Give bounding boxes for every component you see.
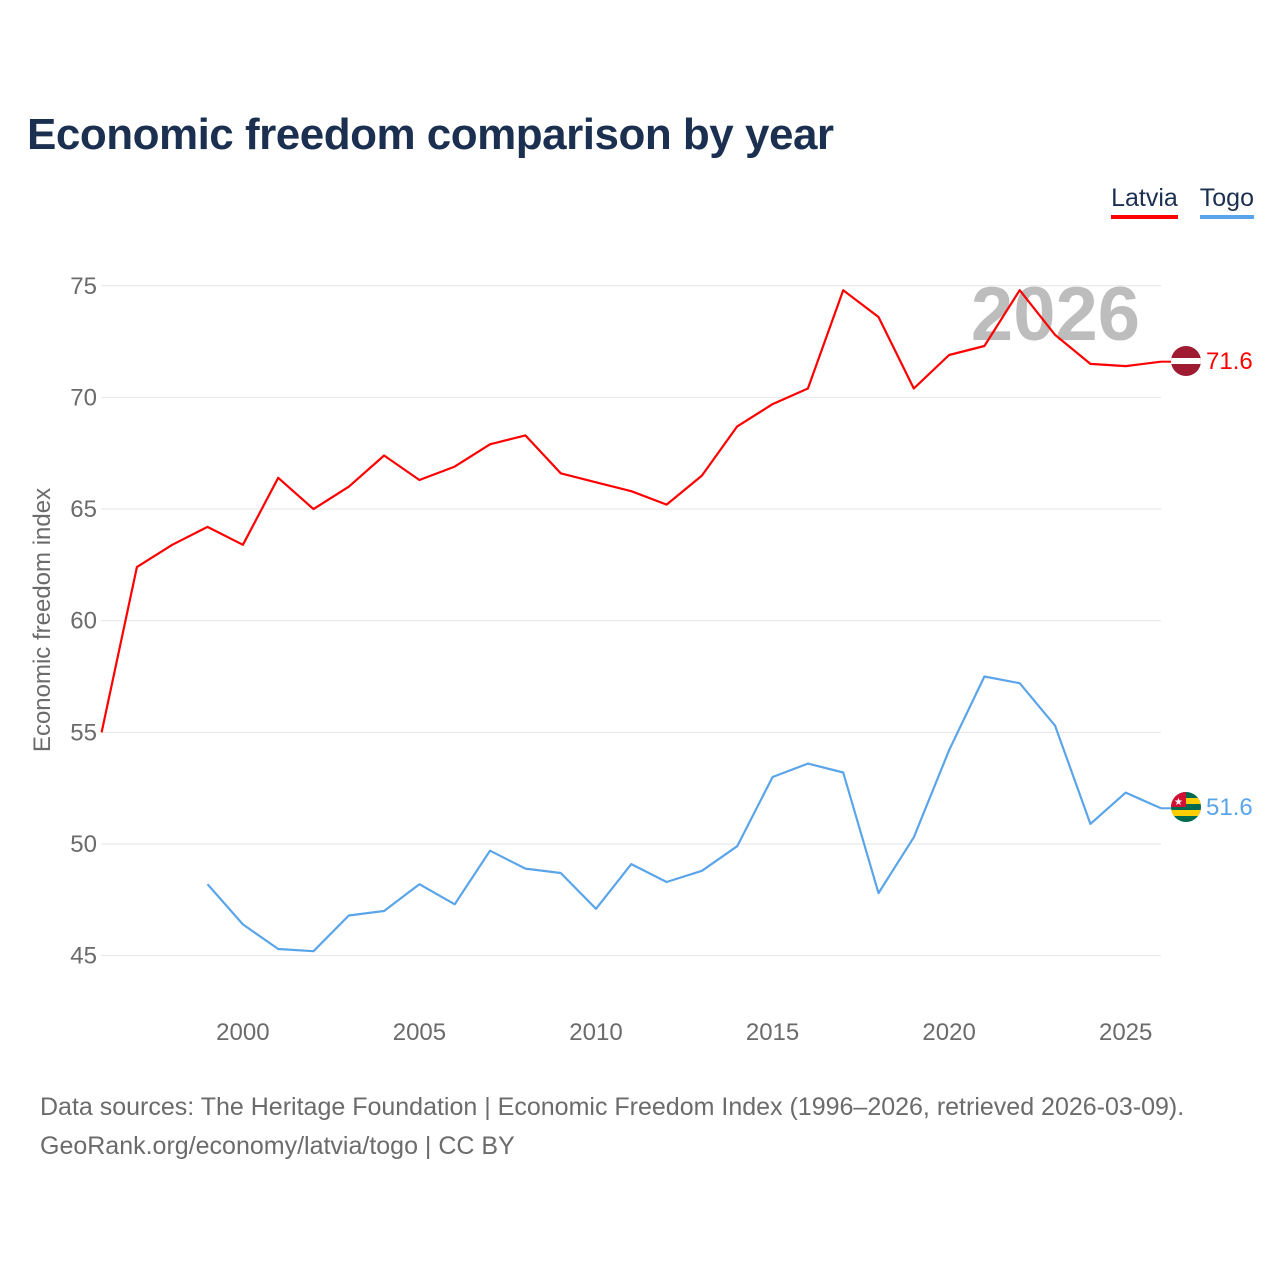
x-tick-label: 2010 — [569, 1019, 622, 1046]
source-link[interactable]: GeoRank.org/economy/latvia/togo | CC BY — [40, 1132, 515, 1160]
latvia-end-label: 71.6 — [1206, 348, 1253, 375]
x-tick-label: 2025 — [1099, 1019, 1152, 1046]
legend-togo[interactable]: Togo — [1199, 184, 1254, 219]
togo-end-label: 51.6 — [1206, 794, 1253, 821]
source-line-1: Data sources: The Heritage Foundation | … — [40, 1093, 1185, 1121]
svg-text:★: ★ — [1174, 797, 1183, 808]
source-note: Data sources: The Heritage Foundation | … — [40, 1088, 1184, 1166]
y-tick-label: 60 — [70, 608, 97, 635]
x-tick-label: 2020 — [922, 1019, 975, 1046]
latvia-flag-icon — [1171, 346, 1201, 376]
y-tick-label: 50 — [70, 831, 97, 858]
year-watermark: 2026 — [971, 272, 1140, 357]
y-tick-label: 75 — [70, 273, 97, 300]
y-axis-label: Economic freedom index — [29, 488, 56, 752]
chart-title: Economic freedom comparison by year — [27, 110, 834, 159]
x-tick-label: 2000 — [216, 1019, 269, 1046]
series-line-togo — [206, 675, 1162, 953]
y-tick-label: 45 — [70, 943, 97, 970]
x-tick-label: 2015 — [746, 1019, 799, 1046]
legend-latvia[interactable]: Latvia — [1111, 184, 1178, 219]
togo-flag-icon: ★ — [1171, 792, 1201, 822]
x-tick-label: 2005 — [393, 1019, 446, 1046]
series-line-latvia — [100, 289, 1162, 733]
y-tick-label: 55 — [70, 719, 97, 746]
y-tick-label: 70 — [70, 384, 97, 411]
legend: Latvia Togo — [1111, 184, 1254, 219]
y-tick-label: 65 — [70, 496, 97, 523]
